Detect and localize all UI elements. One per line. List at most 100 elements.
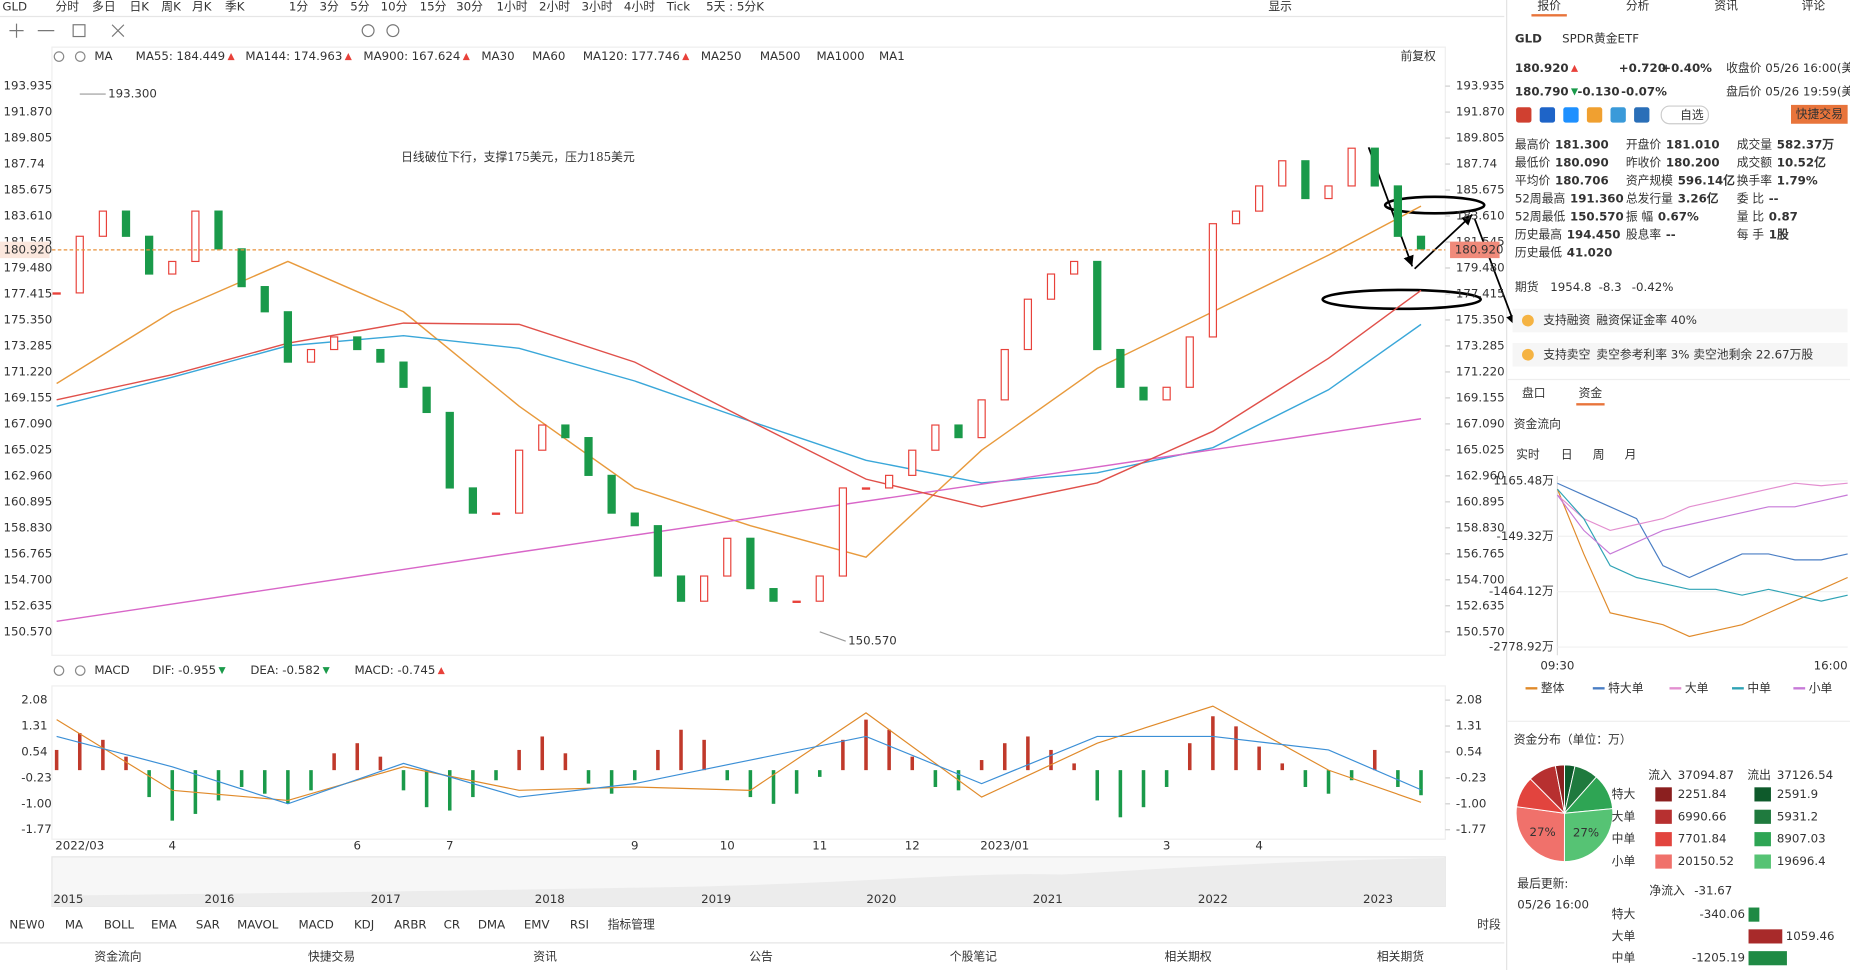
settings-icon[interactable] bbox=[53, 665, 65, 676]
period-tab[interactable]: 3分 bbox=[320, 0, 340, 14]
feature-icon[interactable] bbox=[1586, 107, 1603, 123]
period-tab[interactable]: 10分 bbox=[381, 0, 408, 14]
candle bbox=[584, 437, 593, 476]
period-tab[interactable]: 分时 bbox=[55, 0, 79, 14]
price: 180.920 bbox=[1515, 61, 1569, 75]
tool-circle[interactable] bbox=[386, 24, 400, 38]
quick-trade-button[interactable] bbox=[1791, 104, 1848, 124]
y-tick-label: 1.31 bbox=[21, 719, 47, 733]
period-tab[interactable]: 2小时 bbox=[539, 0, 570, 14]
y-tick-label: -1.00 bbox=[21, 796, 52, 810]
period-tab[interactable]: 4小时 bbox=[624, 0, 655, 14]
ma-legend-name: MA250 bbox=[701, 49, 742, 63]
flow-period[interactable]: 周 bbox=[1593, 447, 1605, 461]
period-tab[interactable]: 多日 bbox=[92, 0, 116, 14]
tool-circle[interactable] bbox=[361, 24, 375, 38]
indicator-tab[interactable]: ARBR bbox=[394, 918, 427, 932]
panel-tab[interactable]: 评论 bbox=[1802, 0, 1826, 12]
feature-icon[interactable] bbox=[1610, 107, 1626, 123]
extreme-label: 150.570 bbox=[848, 634, 897, 648]
panel-tab[interactable]: 资讯 bbox=[1714, 0, 1738, 12]
slice-label: 27% bbox=[1573, 825, 1599, 839]
y-tick-label: 189.805 bbox=[1456, 131, 1505, 145]
overview-year: 2018 bbox=[535, 892, 565, 906]
feature-icon[interactable] bbox=[1563, 107, 1579, 123]
tool-cross[interactable] bbox=[9, 23, 24, 38]
close-icon[interactable] bbox=[74, 51, 86, 62]
indicator-tab[interactable]: EMA bbox=[151, 918, 177, 932]
feature-icon[interactable] bbox=[1634, 107, 1650, 123]
bottom-tab[interactable]: 资讯 bbox=[533, 950, 557, 964]
stat-label: 平均价 bbox=[1515, 174, 1551, 188]
flow-period[interactable]: 月 bbox=[1625, 447, 1637, 461]
tool-x[interactable] bbox=[111, 24, 125, 37]
y-tick-label: 185.675 bbox=[1456, 183, 1505, 197]
x-tick-label: 12 bbox=[905, 839, 920, 853]
feature-icon[interactable] bbox=[1539, 107, 1556, 123]
period-tab[interactable]: 周K bbox=[161, 0, 181, 14]
candle bbox=[885, 474, 894, 489]
arrow bbox=[1414, 213, 1474, 270]
change-pct: +0.40% bbox=[1661, 61, 1712, 75]
indicator-tab[interactable]: EMV bbox=[524, 918, 550, 932]
indicator-tab[interactable]: DMA bbox=[478, 918, 505, 932]
bottom-tab[interactable]: 相关期货 bbox=[1377, 950, 1424, 964]
drawing-tools[interactable] bbox=[9, 23, 400, 38]
sub-tab[interactable]: 盘口 bbox=[1522, 386, 1546, 400]
trend-arrow bbox=[1570, 64, 1579, 72]
bottom-tab[interactable]: 相关期权 bbox=[1165, 950, 1212, 964]
period-tab[interactable]: 5天 : 5分K bbox=[706, 0, 764, 14]
indicator-tab[interactable]: BOLL bbox=[104, 918, 135, 932]
sub-tab[interactable]: 资金 bbox=[1579, 386, 1603, 400]
close-icon[interactable] bbox=[74, 665, 86, 676]
period-tab[interactable]: 1分 bbox=[289, 0, 309, 14]
bottom-tab[interactable]: 快捷交易 bbox=[308, 950, 355, 964]
indicator-tab[interactable]: MAVOL bbox=[237, 918, 279, 932]
indicator-tab[interactable]: NEW0 bbox=[9, 918, 44, 932]
extreme-marker bbox=[819, 631, 846, 642]
panel-tab[interactable]: 报价 bbox=[1537, 0, 1561, 12]
indicator-tab[interactable]: RSI bbox=[570, 918, 589, 932]
indicator-manage[interactable]: 指标管理 bbox=[608, 918, 655, 932]
period-tab[interactable]: 日K bbox=[129, 0, 149, 14]
indicator-tab[interactable]: SAR bbox=[196, 918, 220, 932]
bottom-tab[interactable]: 个股笔记 bbox=[950, 950, 997, 964]
period-toggle[interactable]: 时段 bbox=[1477, 918, 1501, 932]
y-tick-label: 156.765 bbox=[1456, 546, 1505, 560]
y-tick-label: 167.090 bbox=[4, 416, 53, 430]
display-menu[interactable]: 显示 bbox=[1268, 0, 1292, 14]
panel-tab[interactable]: 分析 bbox=[1626, 0, 1650, 12]
indicator-tab[interactable]: MACD bbox=[299, 918, 334, 932]
bottom-tab[interactable]: 公告 bbox=[749, 950, 773, 964]
period-tab[interactable]: Tick bbox=[666, 0, 691, 14]
ellipse-mark bbox=[1321, 288, 1483, 311]
stat-value: 1股 bbox=[1769, 228, 1789, 242]
tool-rect[interactable] bbox=[72, 24, 86, 38]
flow-period[interactable]: 日 bbox=[1561, 447, 1573, 461]
period-tab[interactable]: 30分 bbox=[456, 0, 483, 14]
indicator-tab[interactable]: KDJ bbox=[354, 918, 374, 932]
stat-value: 3.26亿 bbox=[1678, 192, 1719, 206]
period-tab[interactable]: 月K bbox=[192, 0, 212, 14]
candle bbox=[121, 210, 131, 237]
feature-icon[interactable] bbox=[1516, 107, 1532, 123]
period-tab[interactable]: 3小时 bbox=[581, 0, 612, 14]
adjust-mode[interactable]: 前复权 bbox=[1400, 49, 1436, 63]
macd-bar bbox=[817, 770, 822, 777]
indicator-tab[interactable]: MA bbox=[65, 918, 83, 932]
period-tab[interactable]: 季K bbox=[225, 0, 245, 14]
settings-icon[interactable] bbox=[53, 51, 65, 62]
period-tab[interactable]: 1小时 bbox=[497, 0, 528, 14]
period-tab[interactable]: 15分 bbox=[420, 0, 447, 14]
candle bbox=[676, 575, 686, 602]
bottom-tab[interactable]: 资金流向 bbox=[94, 950, 141, 964]
macd-bar bbox=[1026, 736, 1030, 771]
futures-price: 1954.8 bbox=[1550, 280, 1591, 294]
y-tick-label: 1165.48万 bbox=[1493, 473, 1554, 487]
period-tab[interactable]: 5分 bbox=[350, 0, 370, 14]
candle bbox=[52, 292, 61, 295]
flow-period[interactable]: 实时 bbox=[1516, 447, 1540, 461]
watch-button[interactable] bbox=[1660, 105, 1710, 125]
macd-frame bbox=[51, 685, 1446, 840]
indicator-tab[interactable]: CR bbox=[444, 918, 460, 932]
